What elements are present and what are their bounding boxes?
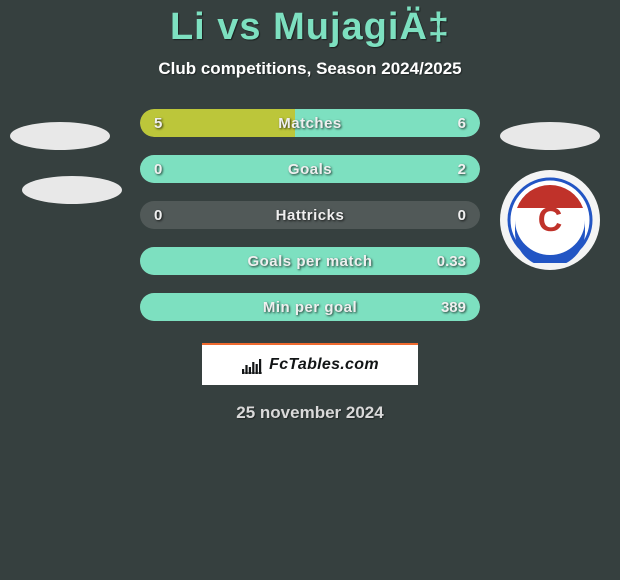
stat-row: Hattricks00 xyxy=(140,201,480,229)
stat-bar-track xyxy=(140,201,480,229)
club-logo-placeholder xyxy=(10,122,110,150)
source-badge: FcTables.com xyxy=(202,343,418,385)
snapshot-date: 25 november 2024 xyxy=(236,403,383,423)
stat-bar-track xyxy=(140,109,480,137)
stat-bar-track xyxy=(140,155,480,183)
stat-bar-fill-right xyxy=(295,109,480,137)
club-logo: C xyxy=(500,170,600,270)
stat-bar-fill-right xyxy=(140,155,480,183)
stat-bar-fill-right xyxy=(140,293,480,321)
stat-row: Min per goal389 xyxy=(140,293,480,321)
bar-chart-icon xyxy=(241,356,263,374)
page-title: Li vs MujagiÄ‡ xyxy=(170,6,450,49)
stat-bar-fill-right xyxy=(140,247,480,275)
club-logo-placeholder xyxy=(22,176,122,204)
stat-bar-fill-left xyxy=(140,109,295,137)
page-subtitle: Club competitions, Season 2024/2025 xyxy=(158,59,461,79)
stat-row: Goals02 xyxy=(140,155,480,183)
infographic: Li vs MujagiÄ‡ Club competitions, Season… xyxy=(0,0,620,452)
svg-text:C: C xyxy=(538,201,563,239)
stat-bar-track xyxy=(140,247,480,275)
stat-row: Goals per match0.33 xyxy=(140,247,480,275)
club-logo-placeholder xyxy=(500,122,600,150)
stat-row: Matches56 xyxy=(140,109,480,137)
source-badge-text: FcTables.com xyxy=(269,356,379,374)
stat-bar-track xyxy=(140,293,480,321)
stat-bars: Matches56 Goals02 Hattricks00 Goals per mat… xyxy=(140,109,480,321)
